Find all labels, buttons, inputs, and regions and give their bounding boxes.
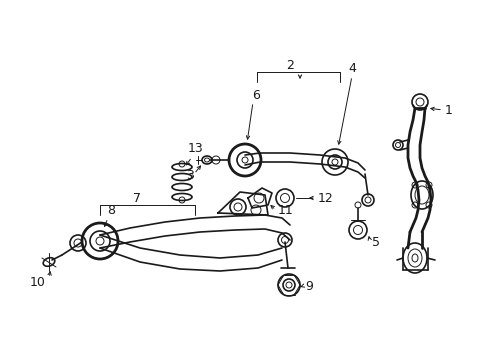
Text: 13: 13 (188, 141, 203, 154)
Text: 1: 1 (444, 104, 452, 117)
Text: 6: 6 (251, 89, 260, 102)
Text: 7: 7 (133, 192, 141, 204)
Text: 4: 4 (347, 62, 355, 75)
Text: 12: 12 (317, 192, 333, 204)
Text: 9: 9 (305, 280, 312, 293)
Text: 5: 5 (371, 235, 379, 248)
Text: 2: 2 (285, 59, 293, 72)
Text: 3: 3 (185, 168, 193, 181)
Text: 10: 10 (30, 276, 46, 289)
Text: 11: 11 (278, 203, 293, 216)
Text: 8: 8 (107, 203, 115, 216)
